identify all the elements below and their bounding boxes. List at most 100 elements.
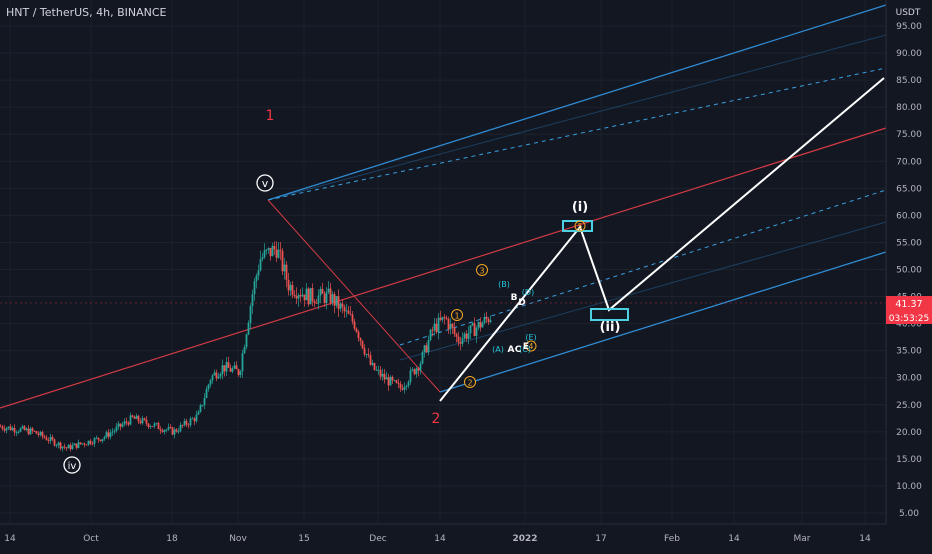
candle-body [117, 423, 120, 427]
candle-body [333, 294, 336, 306]
candle-body [469, 325, 472, 334]
red-trend-line [0, 127, 887, 409]
candle-body [351, 314, 354, 322]
projection-path [439, 77, 885, 402]
candle-body [101, 438, 104, 442]
candle-body [391, 376, 394, 381]
candle-body [273, 245, 276, 250]
candle-body [365, 354, 368, 355]
price-axis-unit: USDT [896, 8, 921, 18]
wave-D-label: D [518, 298, 525, 308]
candle-body [179, 424, 182, 432]
candle-body [361, 340, 364, 349]
candle-body [219, 373, 222, 377]
candles [0, 241, 492, 452]
wave-E-label: E [523, 342, 529, 352]
candle-body [237, 369, 240, 375]
candle-body [29, 428, 32, 435]
candle-body [389, 376, 392, 386]
candle-body [187, 424, 190, 426]
candle-body [371, 363, 374, 365]
candle-body [267, 247, 270, 250]
candle-body [467, 333, 470, 339]
price-tick-label: 70.00 [896, 157, 922, 167]
candle-body [227, 362, 230, 368]
candle-body [245, 334, 248, 348]
candle-body [433, 323, 436, 331]
candle-body [369, 355, 372, 365]
price-tick-label: 90.00 [896, 49, 922, 59]
candle-body [17, 431, 20, 433]
candle-body [295, 295, 298, 299]
candle-body [13, 427, 16, 433]
candle-body [291, 284, 294, 295]
time-tick-label: 14 [728, 534, 740, 544]
candle-body [299, 295, 302, 297]
candle-body [471, 323, 474, 326]
channel-dashed-line-1 [267, 67, 887, 201]
candle-body [353, 321, 356, 329]
candle-body [431, 329, 434, 331]
candle-body [211, 375, 214, 381]
candle-body [319, 288, 322, 296]
channel-faint-line-2 [399, 221, 887, 361]
candle-body [475, 327, 478, 337]
candle-body [59, 442, 62, 449]
candle-body [403, 386, 406, 390]
candle-body [147, 423, 150, 427]
candle-body [11, 427, 14, 431]
candle-body [67, 444, 70, 449]
candle-body [343, 306, 346, 312]
candle-body [413, 369, 416, 375]
candle-body [359, 338, 362, 341]
candle-body [195, 414, 198, 422]
candle-body [125, 421, 128, 423]
target-box-ii [590, 308, 629, 321]
candle-body [171, 427, 174, 435]
candle-body [53, 439, 56, 446]
channel-lower-line [439, 251, 887, 393]
candle-body [429, 329, 432, 341]
candle-body [127, 422, 130, 425]
candle-body [255, 275, 258, 282]
price-tick-label: 15.00 [896, 455, 922, 465]
current-price-value: 41.37 [895, 299, 922, 310]
candle-body [453, 327, 456, 334]
pitchfork-channel [0, 4, 887, 409]
candle-body [75, 443, 78, 448]
price-tick-label: 35.00 [896, 347, 922, 357]
candle-body [191, 418, 194, 420]
candle-body [427, 340, 430, 353]
candle-body [151, 426, 154, 428]
sub-wave-4-circle [525, 340, 537, 352]
candle-body [377, 369, 380, 371]
candle-body [25, 428, 28, 431]
wave-D-paren-label: (D) [522, 288, 534, 297]
candle-body [269, 247, 272, 257]
candle-body [253, 281, 256, 295]
candle-body [321, 288, 324, 294]
candle-body [43, 436, 46, 438]
candle-body [107, 432, 110, 437]
candle-body [177, 431, 180, 433]
price-tick-label: 50.00 [896, 266, 922, 276]
candle-body [77, 442, 80, 448]
grid [0, 25, 886, 514]
candle-body [111, 431, 114, 433]
candle-body [197, 411, 200, 415]
candle-body [221, 365, 224, 374]
candle-body [81, 443, 84, 445]
price-tick-label: 95.00 [896, 22, 922, 32]
price-tick-label: 25.00 [896, 401, 922, 411]
wave-v-label: v [262, 177, 269, 190]
candle-body [135, 415, 138, 419]
candle-body [49, 436, 52, 441]
wave-i-label: (i) [572, 200, 588, 215]
candle-body [415, 368, 418, 375]
candle-body [249, 306, 252, 323]
candle-body [45, 437, 48, 441]
candle-body [229, 367, 232, 372]
candle-body [23, 426, 26, 431]
